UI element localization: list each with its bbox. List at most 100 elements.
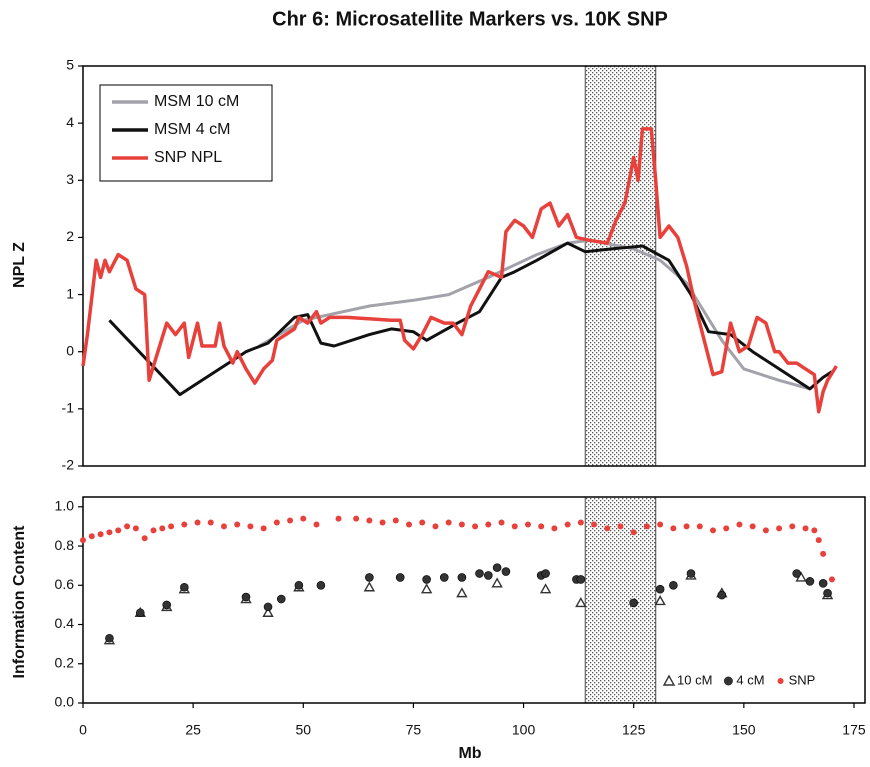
y-tick-label: -1 [62,400,75,416]
circle-point [669,580,678,590]
snp-point [683,523,690,530]
snp-point [828,576,835,583]
snp-point [776,525,783,532]
circle-point [422,575,431,584]
snp-point [106,529,113,536]
snp-point [643,523,650,530]
triangle-point [575,597,587,608]
snp-point [511,523,518,530]
x-tick-label: 175 [842,722,866,738]
x-tick-label: 50 [295,722,311,738]
y-tick-label: 0.6 [55,576,75,592]
line-series [81,127,838,414]
circle-point [294,580,304,590]
snp-point [287,517,294,524]
y-tick-label: -2 [62,457,75,473]
snp-point [406,521,413,528]
snp-point [234,521,241,528]
triangle-point [262,606,274,617]
plot-frame [82,496,866,704]
y-axis-label: Information Content [11,525,28,679]
snp-point [811,527,818,534]
x-tick-label: 125 [622,722,646,738]
snp-point [670,525,677,532]
snp-point [80,537,86,544]
line-series [108,241,833,397]
snp-point [194,519,201,526]
legend-symbol [723,676,733,686]
legend-label: SNP [789,672,816,687]
legend-label: 4 cM [736,672,764,687]
snp-point [591,521,598,528]
circle-point [492,563,502,572]
snp-point [392,517,399,524]
snp-point [498,519,505,526]
snp-point [181,521,188,528]
snp-point [630,529,637,536]
circle-point [276,594,286,604]
line-series [258,238,811,391]
circle-point [105,633,114,643]
snp-point [445,519,452,526]
triangle-point [456,587,468,598]
y-tick-label: 0 [66,342,74,358]
x-tick-label: 0 [79,722,87,738]
circle-point [484,571,493,580]
circle-point [686,569,696,578]
circle-point [395,573,405,582]
snp-point [97,531,104,538]
y-tick-label: 0.0 [55,694,75,710]
snp-point [538,523,545,530]
snp-point [432,523,439,530]
snp-point [524,521,531,528]
snp-point [260,525,267,532]
snp-point [604,525,611,532]
triangle-point [654,595,666,606]
circle-point [818,579,828,588]
triangle-point [420,583,433,594]
x-tick-label: 25 [185,722,201,738]
snp-point [802,525,809,532]
x-tick-label: 150 [732,722,756,738]
snp-point [551,525,558,532]
snp-point [300,515,307,522]
legend-label: SNP NPL [154,149,222,166]
legend-label: MSM 10 cM [154,93,239,110]
circle-point [541,569,550,578]
y-tick-label: 0.8 [55,537,75,553]
snp-point [273,519,280,526]
snp-point [366,517,373,524]
snp-point [379,519,386,526]
x-tick-label: 75 [406,722,422,738]
circle-point [629,598,639,608]
y-tick-label: 1 [66,285,74,301]
x-axis-label: Mb [458,745,481,762]
circle-point [241,592,251,602]
snp-point [736,521,743,528]
plot-frame [82,65,866,467]
snp-point [132,525,139,532]
circle-point [162,600,172,610]
snp-point [313,521,320,528]
snp-point [207,519,214,526]
snp-point [168,523,175,530]
legend-label: MSM 4 cM [154,121,230,138]
snp-point [564,521,571,528]
snp-point [472,523,479,530]
y-tick-label: 0.4 [55,615,75,631]
snp-point [696,523,703,530]
circle-point [263,602,273,612]
y-tick-label: 2 [66,228,74,244]
circle-point [457,573,467,582]
y-axis-label: NPL Z [11,242,28,288]
legend-symbol [662,674,676,686]
snp-point [617,523,624,530]
y-tick-label: 4 [66,114,74,130]
snp-point [723,525,730,532]
triangle-point [539,583,552,594]
snp-point [88,533,95,540]
snp-point [789,523,796,530]
circle-point [316,580,326,590]
circle-point [792,569,802,578]
